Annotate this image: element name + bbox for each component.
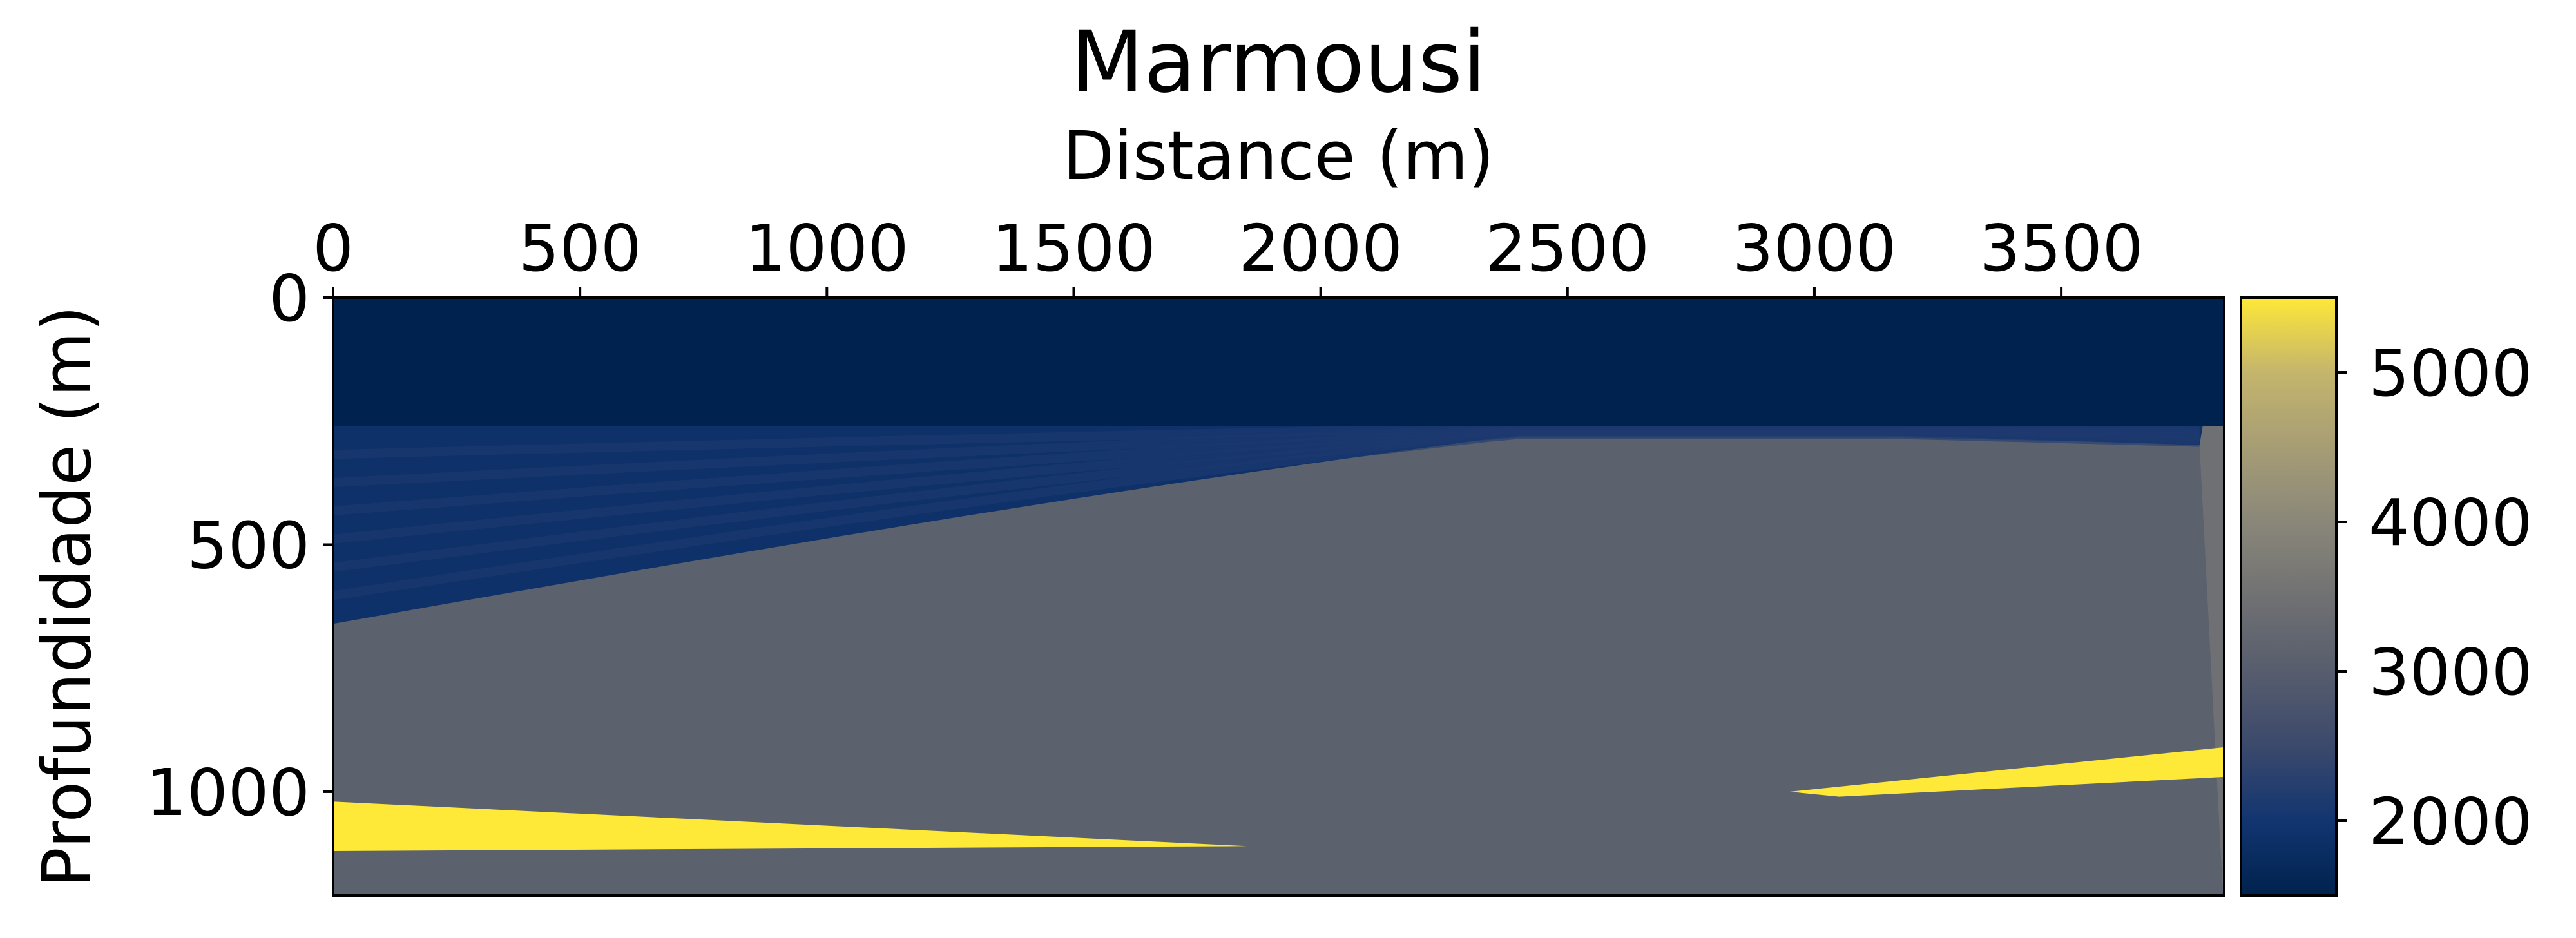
x-axis-label: Distance (m) (1062, 117, 1494, 195)
colorbar-tick-label: 2000 (2369, 784, 2533, 859)
y-tick-label: 0 (269, 261, 310, 336)
velocity-features (333, 747, 2224, 851)
y-tick-label: 1000 (146, 755, 311, 830)
high-velocity-wedge (333, 801, 1247, 851)
x-axis: 0 500 1000 1500 2000 2500 3000 3500 (312, 211, 2143, 298)
y-tick-label: 500 (187, 508, 310, 583)
x-tick-label: 2000 (1238, 211, 1403, 286)
velocity-layers (333, 298, 2224, 895)
x-tick-label: 3000 (1733, 211, 1897, 286)
y-axis-label: Profundidade (m) (28, 305, 106, 888)
stratum-layer (333, 436, 2224, 895)
x-tick-label: 1500 (992, 211, 1156, 286)
velocity-image (333, 298, 2224, 895)
x-tick-label: 1000 (745, 211, 909, 286)
colorbar (2240, 296, 2338, 897)
y-axis: 0 500 1000 (146, 261, 333, 830)
x-tick-label: 0 (312, 211, 354, 286)
colorbar-tick-label: 3000 (2369, 635, 2533, 710)
water-layer (333, 298, 2224, 426)
colorbar-tick-label: 5000 (2369, 336, 2533, 411)
chart-title: Marmousi (1070, 13, 1486, 112)
x-tick-label: 2500 (1486, 211, 1650, 286)
low-velocity-stratum (333, 430, 2200, 600)
colorbar-tick-label: 4000 (2369, 485, 2533, 560)
high-velocity-wedge (1789, 747, 2224, 797)
x-tick-label: 500 (519, 211, 642, 286)
colorbar-axis: 2000 3000 4000 5000 (2336, 336, 2533, 859)
plot-frame (332, 296, 2225, 897)
x-tick-label: 3500 (1979, 211, 2144, 286)
